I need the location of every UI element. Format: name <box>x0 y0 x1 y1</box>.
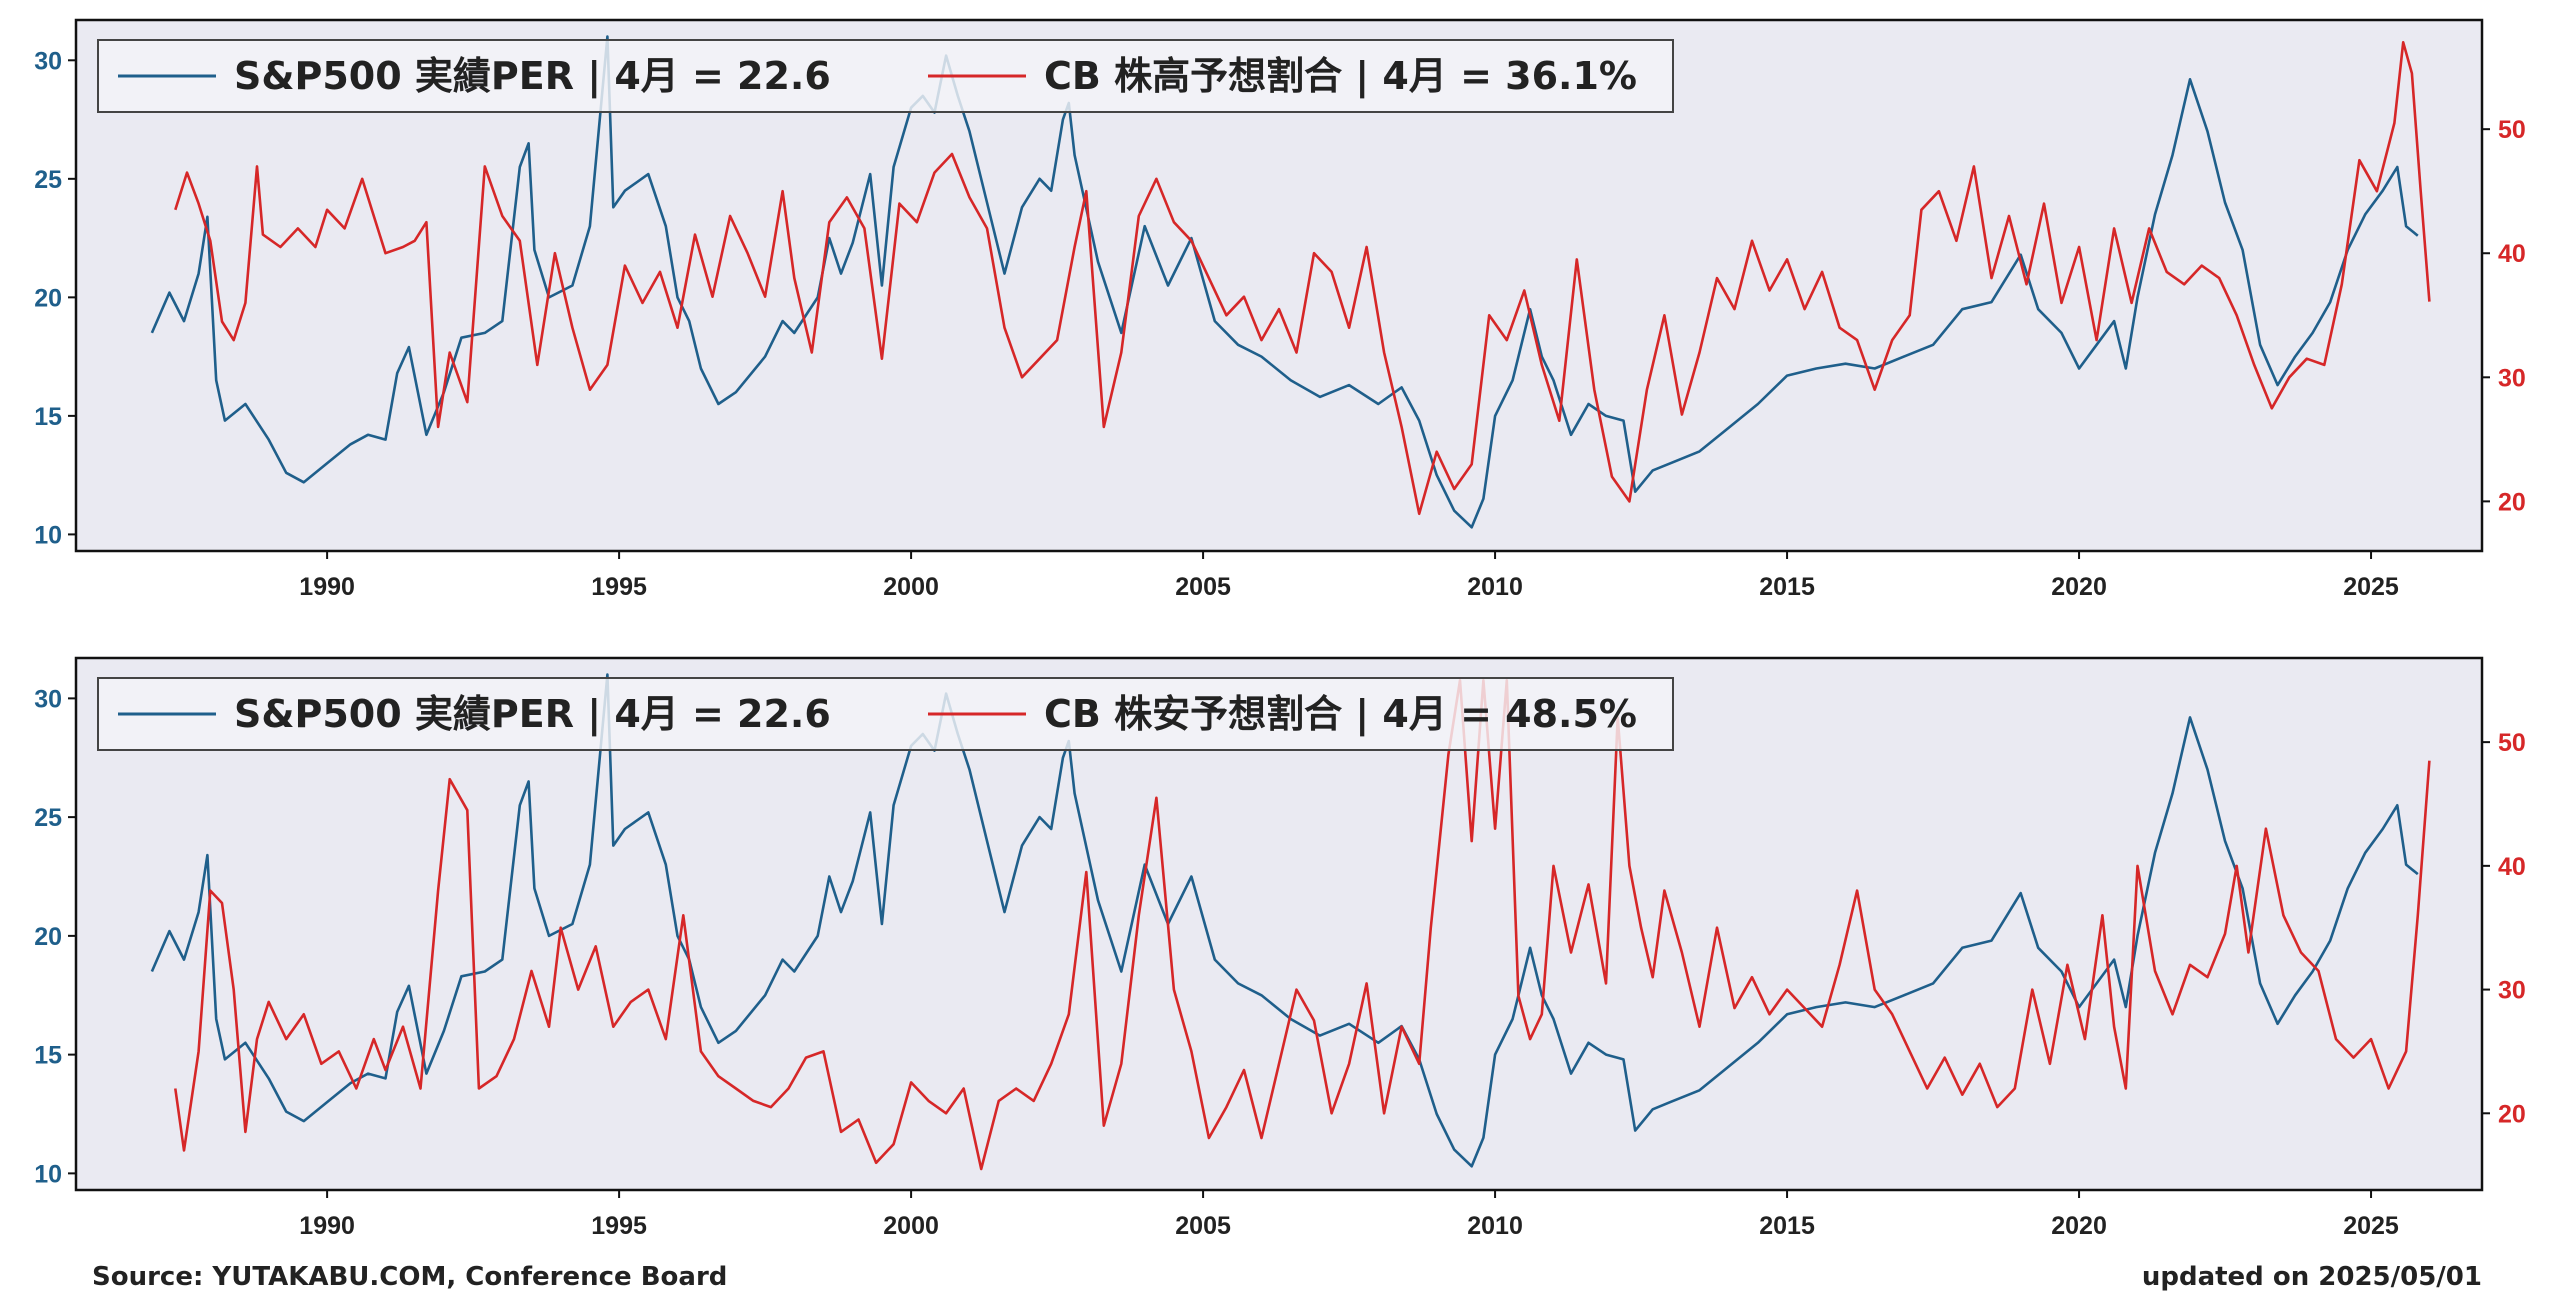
x-tick-label: 2005 <box>1175 573 1231 601</box>
right-tick-label: 50 <box>2498 729 2526 757</box>
left-tick-label: 10 <box>34 521 62 549</box>
legend-entry: S&P500 実績PER | 4月 = 22.6 <box>234 54 831 99</box>
left-tick-label: 30 <box>34 47 62 75</box>
x-tick-label: 2005 <box>1175 1212 1231 1240</box>
left-tick-label: 15 <box>34 1042 62 1070</box>
right-tick-label: 30 <box>2498 977 2526 1005</box>
x-tick-label: 2025 <box>2343 1212 2399 1240</box>
series-lines <box>150 35 2431 529</box>
legend-box <box>97 677 1674 751</box>
left-tick-label: 10 <box>34 1160 62 1188</box>
legend-entry: CB 株安予想割合 | 4月 = 48.5% <box>1044 692 1637 737</box>
right-tick-label: 30 <box>2498 364 2526 392</box>
x-tick-label: 2015 <box>1759 1212 1815 1240</box>
x-tick-label: 2000 <box>883 573 939 601</box>
left-tick-label: 30 <box>34 685 62 713</box>
x-tick-label: 2000 <box>883 1212 939 1240</box>
per-series-line <box>150 35 2419 529</box>
x-tick-label: 2010 <box>1467 573 1523 601</box>
left-tick-label: 20 <box>34 284 62 312</box>
x-tick-label: 2025 <box>2343 573 2399 601</box>
cb-series-line <box>174 679 2431 1171</box>
legend: S&P500 実績PER | 4月 = 22.6 CB 株安予想割合 | 4月 =… <box>97 677 1674 751</box>
legend: S&P500 実績PER | 4月 = 22.6 CB 株高予想割合 | 4月 =… <box>97 39 1674 113</box>
right-tick-label: 40 <box>2498 853 2526 881</box>
right-tick-label: 20 <box>2498 1100 2526 1128</box>
x-tick-label: 2010 <box>1467 1212 1523 1240</box>
x-tick-label: 2020 <box>2051 573 2107 601</box>
right-tick-label: 40 <box>2498 240 2526 268</box>
legend-entry: S&P500 実績PER | 4月 = 22.6 <box>234 692 831 737</box>
left-tick-label: 25 <box>34 166 62 194</box>
left-tick-label: 20 <box>34 923 62 951</box>
updated-date: updated on 2025/05/01 <box>2142 1262 2482 1292</box>
right-tick-label: 20 <box>2498 488 2526 516</box>
x-tick-label: 1990 <box>299 573 355 601</box>
plot-frame <box>74 18 2484 553</box>
source-credit: Source: YUTAKABU.COM, Conference Board <box>92 1262 727 1292</box>
legend-entry: CB 株高予想割合 | 4月 = 36.1% <box>1044 54 1637 99</box>
x-tick-label: 1990 <box>299 1212 355 1240</box>
x-tick-label: 2020 <box>2051 1212 2107 1240</box>
top-panel: 1990 1995 2000 2005 2010 2015 2020 202510152025… <box>34 18 2526 601</box>
x-tick-label: 1995 <box>591 1212 647 1240</box>
x-tick-label: 1995 <box>591 573 647 601</box>
right-tick-label: 50 <box>2498 116 2526 144</box>
legend-box <box>97 39 1674 113</box>
plot-frame <box>74 656 2484 1192</box>
left-tick-label: 15 <box>34 403 62 431</box>
cb-series-line <box>174 41 2431 516</box>
x-tick-label: 2015 <box>1759 573 1815 601</box>
series-lines <box>150 673 2431 1171</box>
bottom-panel: 1990 1995 2000 2005 2010 2015 2020 202510152025… <box>34 656 2526 1240</box>
left-tick-label: 25 <box>34 804 62 832</box>
